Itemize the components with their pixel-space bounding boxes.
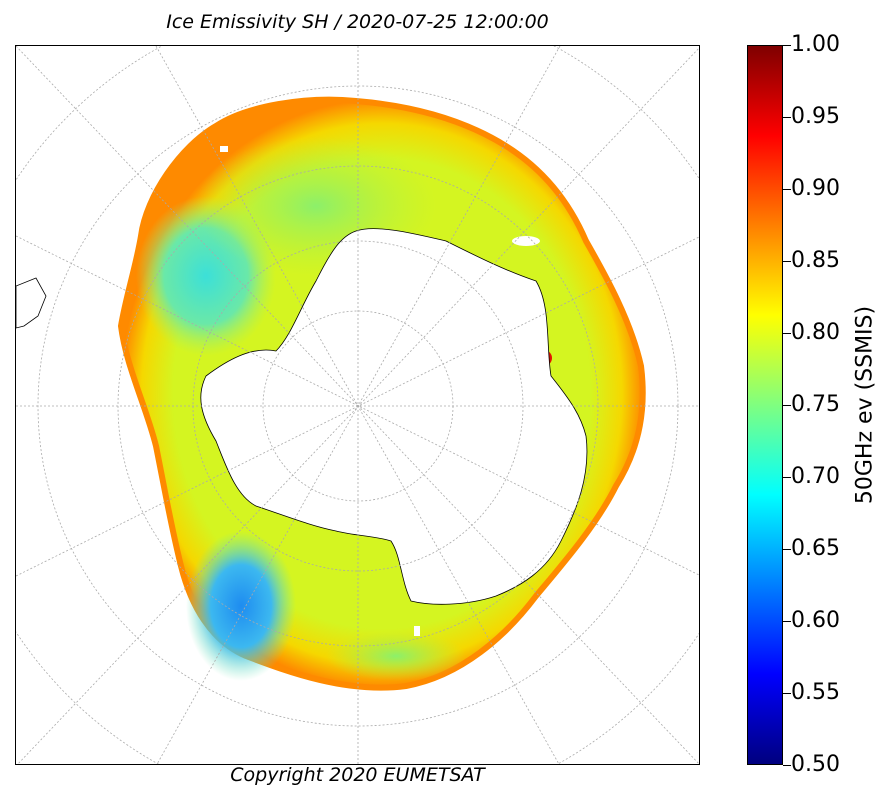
colorbar-tick: [783, 261, 791, 262]
colorbar-tick: [783, 621, 791, 622]
colorbar: [747, 45, 783, 765]
colorbar-tick-label: 0.95: [791, 104, 840, 129]
colorbar-tick: [783, 477, 791, 478]
colorbar-tick: [783, 693, 791, 694]
colorbar-tick: [783, 765, 791, 766]
colorbar-tick: [783, 405, 791, 406]
colorbar-tick-label: 0.80: [791, 320, 840, 345]
ross-sea-region: [326, 631, 466, 681]
colorbar-tick-label: 0.65: [791, 536, 840, 561]
copyright-notice: Copyright 2020 EUMETSAT: [230, 764, 485, 786]
colorbar-tick-label: 0.55: [791, 680, 840, 705]
polar-map: [16, 46, 699, 764]
colorbar-tick: [783, 189, 791, 190]
south-america-tip: [16, 277, 47, 329]
colorbar-tick: [783, 333, 791, 334]
colorbar-tick-label: 1.00: [791, 32, 840, 57]
map-panel: [15, 45, 700, 765]
graticule: [16, 46, 699, 764]
antarctica-landmass: [200, 228, 588, 605]
colorbar-tick-label: 0.50: [791, 752, 840, 777]
colorbar-tick: [783, 45, 791, 46]
colorbar-tick: [783, 117, 791, 118]
low-emissivity-region: [186, 531, 296, 681]
map-title: Ice Emissivity SH / 2020-07-25 12:00:00: [166, 11, 549, 33]
colorbar-tick-label: 0.85: [791, 248, 840, 273]
colorbar-tick: [783, 549, 791, 550]
colorbar-tick-label: 0.90: [791, 176, 840, 201]
colorbar-label: 50GHz ev (SSMIS): [852, 305, 878, 505]
colorbar-tick-label: 0.70: [791, 464, 840, 489]
colorbar-tick-label: 0.75: [791, 392, 840, 417]
colorbar-tick-label: 0.60: [791, 608, 840, 633]
